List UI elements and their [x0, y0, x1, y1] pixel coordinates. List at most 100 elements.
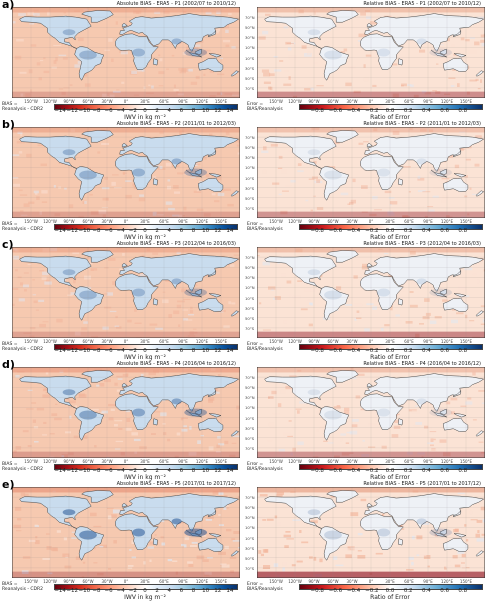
colorbar-tick-label: 0.8 [458, 588, 467, 594]
colorbar-tick-label: 12 [214, 468, 221, 474]
longitude-tick-label: 60°W [327, 579, 338, 584]
colorbar-tick-label: −10 [79, 588, 91, 594]
latitude-tick-label: 70°S [245, 566, 254, 571]
longitude-tick-label: 60°W [327, 99, 338, 104]
colorbar-tick-label: −0.8 [311, 348, 324, 354]
longitude-tick-label: 90°E [423, 339, 433, 344]
longitude-tick-label: 60°E [159, 579, 169, 584]
longitude-tick-label: 90°E [423, 99, 433, 104]
latitude-tick-label: 50°S [245, 556, 254, 561]
longitude-tick-label: 0° [369, 579, 374, 584]
colorbar-tick-label: 10 [202, 108, 209, 114]
colorbar-tick-label: 0.8 [458, 348, 467, 354]
longitude-tick-label: 30°W [346, 459, 357, 464]
relative-bias-map [257, 487, 485, 578]
latitude-tick-label: 10°S [245, 56, 254, 61]
colorbar-definition: Reanalysis - CDR2 [2, 467, 43, 472]
longitude-tick-label: 30°W [101, 459, 112, 464]
colorbar-tick-label: −12 [66, 228, 78, 234]
figure-row: c)Absolute BIAS - ERA5 - P3 (2012/04 to … [0, 241, 490, 361]
longitude-tick-label: 90°W [63, 459, 74, 464]
longitude-tick-label: 30°W [101, 219, 112, 224]
colorbar-tick-label: −8 [92, 228, 100, 234]
latitude-tick-label: 50°N [245, 265, 255, 270]
latitude-tick-label: 50°N [245, 505, 255, 510]
latitude-tick-label: 30°N [245, 515, 255, 520]
absolute-bias-map [12, 7, 240, 98]
longitude-tick-label: 30°E [140, 339, 150, 344]
longitude-tick-label: 150°E [215, 339, 227, 344]
colorbar-definition: Reanalysis - CDR2 [2, 347, 43, 352]
colorbar-tick-label: −0.4 [347, 228, 360, 234]
colorbar-tick-label: 0.6 [440, 588, 449, 594]
colorbar-definition: Reanalysis - CDR2 [2, 107, 43, 112]
colorbar-title: Ratio of Error [370, 354, 410, 361]
longitude-tick-label: 0° [124, 339, 129, 344]
longitude-tick-label: 60°E [159, 339, 169, 344]
longitude-tick-label: 150°W [269, 339, 283, 344]
longitude-tick-label: 30°E [385, 579, 395, 584]
longitude-tick-label: 0° [369, 99, 374, 104]
colorbar-tick-label: 0.6 [440, 108, 449, 114]
colorbar-tick-label: 14 [226, 228, 233, 234]
colorbar-definition: Reanalysis - CDR2 [2, 227, 43, 232]
colorbar-tick-label: 0.8 [458, 228, 467, 234]
longitude-tick-label: 90°E [423, 579, 433, 584]
colorbar-tick-label: 10 [202, 348, 209, 354]
panel-label: d) [2, 358, 15, 371]
longitude-tick-label: 150°W [269, 459, 283, 464]
colorbar-tick-label: 0.8 [458, 108, 467, 114]
colorbar-tick-label: −6 [105, 228, 113, 234]
longitude-tick-label: 30°E [385, 99, 395, 104]
longitude-tick-label: 90°W [63, 579, 74, 584]
map-panel [257, 487, 485, 582]
colorbar-tick-label: 10 [202, 468, 209, 474]
longitude-tick-label: 150°W [24, 219, 38, 224]
relative-bias-map [257, 247, 485, 338]
longitude-tick-label: 150°E [215, 219, 227, 224]
colorbar-tick-label: −10 [79, 348, 91, 354]
absolute-bias-map [12, 367, 240, 458]
latitude-tick-label: 50°S [245, 436, 254, 441]
longitude-tick-label: 30°W [346, 99, 357, 104]
longitude-tick-label: 90°W [63, 339, 74, 344]
colorbar-tick-label: 14 [226, 588, 233, 594]
colorbar-title: IWV in kg m⁻² [124, 354, 166, 361]
colorbar-tick-label: 0.4 [422, 228, 431, 234]
colorbar-definition: BIAS/Reanalysis [247, 347, 283, 352]
colorbar-tick-label: 0.8 [458, 468, 467, 474]
latitude-tick-label: 70°S [245, 86, 254, 91]
map-panel [257, 367, 485, 462]
colorbar-tick-label: −0.6 [329, 468, 342, 474]
latitude-tick-label: 50°N [245, 25, 255, 30]
longitude-tick-label: 150°E [215, 99, 227, 104]
longitude-tick-label: 120°W [43, 459, 57, 464]
latitude-tick-label: 30°N [245, 155, 255, 160]
longitude-tick-label: 120°W [288, 459, 302, 464]
longitude-tick-label: 150°W [24, 99, 38, 104]
latitude-tick-label: 10°N [245, 525, 255, 530]
longitude-tick-label: 0° [124, 99, 129, 104]
colorbar-definition: BIAS/Reanalysis [247, 587, 283, 592]
longitude-tick-label: 30°W [346, 219, 357, 224]
colorbar-tick-label: 6 [180, 348, 184, 354]
latitude-tick-label: 10°S [245, 296, 254, 301]
latitude-tick-label: 30°S [245, 306, 254, 311]
longitude-tick-label: 60°E [404, 99, 414, 104]
colorbar-tick-label: −10 [79, 108, 91, 114]
colorbar-tick-label: −8 [92, 588, 100, 594]
longitude-tick-label: 30°W [101, 339, 112, 344]
colorbar-tick-label: −12 [66, 588, 78, 594]
colorbar-tick-label: −8 [92, 348, 100, 354]
figure-row: b)Absolute BIAS - ERA5 - P2 (2011/01 to … [0, 121, 490, 241]
longitude-tick-label: 120°E [441, 339, 453, 344]
landmass [153, 539, 158, 546]
longitude-tick-label: 30°W [346, 579, 357, 584]
longitude-tick-label: 120°E [196, 99, 208, 104]
colorbar-tick-label: −0.6 [329, 108, 342, 114]
colorbar-tick-label: −12 [66, 468, 78, 474]
colorbar-tick-label: 4 [168, 228, 172, 234]
colorbar-tick-label: −14 [54, 588, 66, 594]
colorbar-tick-label: −0.8 [311, 108, 324, 114]
longitude-tick-label: 0° [124, 219, 129, 224]
